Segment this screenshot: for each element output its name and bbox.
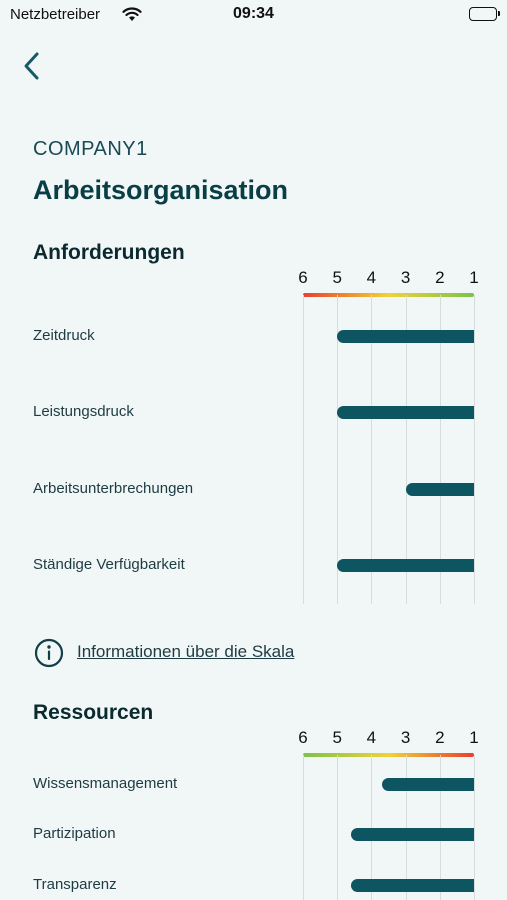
section-title-anforderungen: Anforderungen [33,241,185,264]
row-label: Ständige Verfügbarkeit [33,556,185,573]
wifi-icon [122,7,142,27]
grid-line [371,755,372,900]
section-title-ressourcen: Ressourcen [33,701,154,724]
scale-label-3: 3 [400,728,411,747]
row-label: Wissensmanagement [33,775,178,792]
value-bar [405,483,474,496]
scale-label-1: 1 [469,268,479,287]
row-label: Leistungsdruck [33,403,134,420]
scale-label-2: 2 [435,728,445,747]
value-bar [350,879,474,892]
clock: 09:34 [233,5,274,22]
grid-line [474,755,475,900]
scale-label-4: 4 [366,728,377,747]
info-link-label[interactable]: Informationen über die Skala [77,642,295,661]
row-label: Transparenz [33,876,117,893]
row-label: Partizipation [33,825,116,842]
info-icon [34,638,64,668]
scale-label-1: 1 [469,728,479,747]
scale-label-6: 6 [298,728,308,747]
scale-gradient [303,753,474,757]
value-bar [337,559,474,572]
grid-line [406,755,407,900]
row-label: Arbeitsunterbrechungen [33,480,194,497]
value-bar [381,778,474,791]
scale-label-6: 6 [298,268,308,287]
carrier-label: Netzbetreiber [10,6,101,23]
scale-label-5: 5 [332,268,342,287]
scale-label-2: 2 [435,268,445,287]
value-bar [337,330,474,343]
value-bar [350,828,474,841]
row-label: Zeitdruck [33,327,95,344]
page-title: Arbeitsorganisation [33,175,289,205]
scale-gradient [303,293,474,297]
grid-line [337,295,338,604]
grid-line [474,295,475,604]
back-button[interactable] [18,50,48,82]
grid-line [337,755,338,900]
scale-label-5: 5 [332,728,342,747]
grid-line [303,295,304,604]
grid-line [406,295,407,604]
grid-line [371,295,372,604]
value-bar [337,406,474,419]
grid-line [440,295,441,604]
scale-label-4: 4 [366,268,377,287]
battery-icon [469,7,500,21]
grid-line [440,755,441,900]
chevron-left-icon [24,52,39,80]
grid-line [303,755,304,900]
status-bar: Netzbetreiber 09:34 [0,0,507,30]
company-name: COMPANY1 [33,138,148,160]
scale-label-3: 3 [400,268,411,287]
